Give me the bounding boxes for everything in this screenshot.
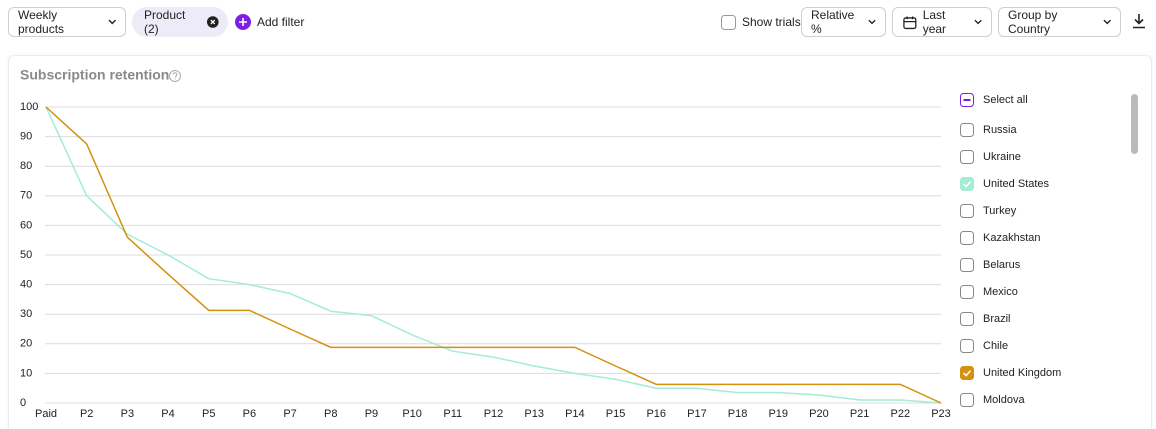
y-tick-label: 100: [20, 101, 38, 113]
help-icon[interactable]: [169, 70, 181, 82]
chart-title: Subscription retention: [20, 67, 169, 83]
x-tick-label: P2: [80, 408, 93, 420]
legend-checkbox[interactable]: [960, 150, 974, 164]
remove-icon[interactable]: [207, 16, 219, 28]
relative-label: Relative %: [811, 8, 855, 36]
legend-checkbox[interactable]: [960, 285, 974, 299]
x-tick-label: P17: [687, 408, 707, 420]
chart-card: [8, 55, 1152, 429]
y-tick-label: 40: [20, 279, 32, 291]
x-tick-label: P18: [728, 408, 748, 420]
add-icon: [235, 14, 251, 30]
y-tick-label: 0: [20, 397, 26, 409]
y-tick-label: 90: [20, 131, 32, 143]
x-tick-label: P6: [243, 408, 256, 420]
select-all-label[interactable]: Select all: [983, 94, 1028, 106]
x-tick-label: P13: [524, 408, 544, 420]
download-icon[interactable]: [1131, 13, 1147, 29]
show-trials[interactable]: Show trials: [712, 7, 810, 37]
y-tick-label: 30: [20, 308, 32, 320]
y-tick-label: 60: [20, 219, 32, 231]
scrollbar[interactable]: [1131, 94, 1138, 154]
legend-checkbox[interactable]: [960, 123, 974, 137]
series-line: [45, 106, 942, 404]
legend-label[interactable]: Brazil: [983, 313, 1011, 325]
product-select[interactable]: Weekly products: [8, 7, 126, 37]
series-line: [45, 106, 942, 404]
relative-select[interactable]: Relative %: [801, 7, 886, 37]
group-label: Group by Country: [1008, 8, 1058, 36]
legend-checkbox[interactable]: [960, 177, 974, 191]
x-tick-label: P20: [809, 408, 829, 420]
legend-checkbox[interactable]: [960, 231, 974, 245]
legend-checkbox[interactable]: [960, 204, 974, 218]
x-tick-label: P9: [365, 408, 378, 420]
x-tick-label: P5: [202, 408, 215, 420]
x-tick-label: P15: [606, 408, 626, 420]
x-tick-label: P23: [931, 408, 951, 420]
legend-label[interactable]: Belarus: [983, 259, 1021, 271]
x-tick-label: P14: [565, 408, 585, 420]
x-tick-label: P21: [850, 408, 870, 420]
check-mark: [962, 181, 972, 188]
x-tick-label: P7: [283, 408, 296, 420]
y-tick-label: 10: [20, 367, 32, 379]
chevron: [1103, 19, 1111, 25]
legend-checkbox[interactable]: [960, 258, 974, 272]
show-trials-label: Show trials: [742, 15, 801, 29]
legend-label[interactable]: United States: [983, 178, 1050, 190]
x-tick-label: P22: [891, 408, 911, 420]
chevron: [107, 19, 116, 25]
group-select[interactable]: Group by Country: [998, 7, 1121, 37]
x-tick-label: P12: [484, 408, 504, 420]
period-label: Last year: [922, 8, 947, 36]
x-tick-label: P10: [402, 408, 422, 420]
legend-label[interactable]: United Kingdom: [983, 367, 1061, 379]
legend-checkbox[interactable]: [960, 312, 974, 326]
chevron: [868, 19, 876, 25]
product-select-label: Weekly products: [18, 8, 65, 36]
legend-label[interactable]: Moldova: [983, 394, 1025, 406]
legend-label[interactable]: Russia: [983, 124, 1018, 136]
add-filter[interactable]: Add filter: [232, 7, 314, 37]
legend-checkbox[interactable]: [960, 366, 974, 380]
x-tick-label: P4: [161, 408, 174, 420]
legend-label[interactable]: Chile: [983, 340, 1008, 352]
calendar-icon: [903, 16, 917, 29]
x-tick-label: P3: [121, 408, 134, 420]
y-tick-label: 20: [20, 338, 32, 350]
y-tick-label: 70: [20, 190, 32, 202]
checkbox: [721, 14, 736, 30]
legend-label[interactable]: Mexico: [983, 286, 1018, 298]
x-tick-label: Paid: [35, 408, 57, 420]
filter-chip-label: Product (2): [144, 8, 186, 36]
x-tick-label: P19: [768, 408, 788, 420]
check-mark: [962, 370, 972, 377]
legend-checkbox[interactable]: [960, 339, 974, 353]
legend-label[interactable]: Ukraine: [983, 151, 1021, 163]
x-tick-label: P8: [324, 408, 337, 420]
legend-label[interactable]: Turkey: [983, 205, 1017, 217]
filter-chip[interactable]: Product (2): [132, 7, 228, 37]
legend-checkbox[interactable]: [960, 393, 974, 407]
period-select[interactable]: Last year: [892, 7, 992, 37]
x-tick-label: P16: [646, 408, 666, 420]
x-tick-label: P11: [443, 408, 462, 420]
y-tick-label: 50: [20, 249, 32, 261]
chevron: [974, 19, 982, 25]
y-tick-label: 80: [20, 160, 32, 172]
legend-label[interactable]: Kazakhstan: [983, 232, 1040, 244]
add-filter-label: Add filter: [257, 15, 305, 29]
